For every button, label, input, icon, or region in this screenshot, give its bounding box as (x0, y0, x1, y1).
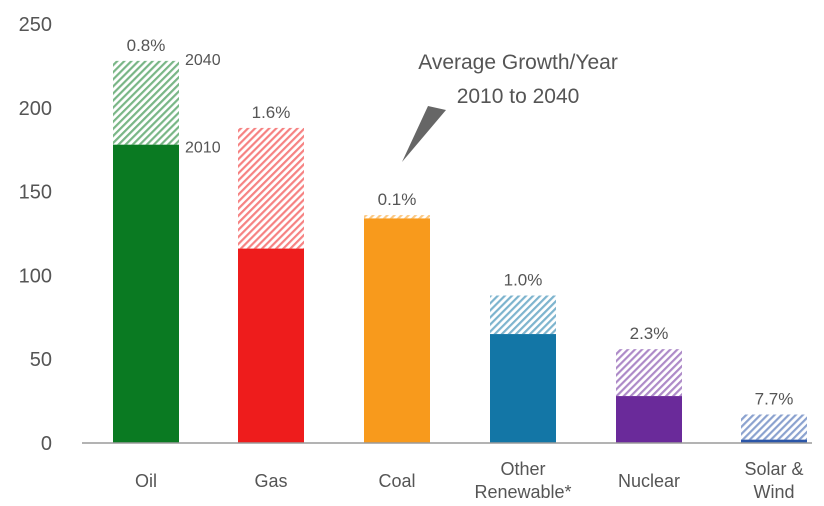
growth-rate-label: 1.6% (252, 103, 291, 122)
growth-callout: Average Growth/Year 2010 to 2040 (402, 51, 618, 162)
y-tick-label: 150 (19, 182, 52, 204)
bar-2040-growth (113, 60, 179, 145)
bar-2040-growth (364, 215, 430, 219)
y-tick-label: 0 (41, 433, 52, 455)
y-tick-label: 100 (19, 265, 52, 287)
category-label: Nuclear (618, 471, 680, 491)
category-label: Solar & (744, 459, 803, 479)
growth-rate-label: 0.8% (127, 36, 166, 55)
growth-rate-label: 1.0% (504, 271, 543, 290)
bar-2010 (741, 439, 807, 443)
callout-text: Average Growth/Year (418, 51, 618, 74)
bar-2040-growth (616, 349, 682, 397)
growth-rate-label: 7.7% (755, 390, 794, 409)
category-label: Gas (254, 471, 287, 491)
labels: 0.8% Oil 1.6% Gas 0.1% Coal 1.0% Other Renewable… (127, 36, 804, 502)
category-label: Renewable* (474, 482, 571, 502)
bar-2040-growth (238, 127, 304, 249)
y-tick-label: 50 (30, 349, 52, 371)
marker-label-2040: 2040 (185, 52, 221, 69)
category-label: Other (500, 459, 545, 479)
bar-2010 (616, 396, 682, 443)
y-axis: 0 50 100 150 200 250 (19, 14, 52, 455)
category-label: Oil (135, 471, 157, 491)
growth-rate-label: 2.3% (630, 324, 669, 343)
category-label: Wind (753, 482, 794, 502)
y-tick-label: 250 (19, 14, 52, 36)
callout-text: 2010 to 2040 (457, 85, 580, 108)
bar-2010 (490, 334, 556, 443)
marker-label-2010: 2010 (185, 140, 221, 157)
bar-2010 (113, 144, 179, 443)
bar-2010 (364, 218, 430, 443)
bar-2010 (238, 248, 304, 443)
bar-2040-growth (490, 295, 556, 335)
growth-rate-label: 0.1% (378, 190, 417, 209)
bars (113, 60, 807, 443)
y-tick-label: 200 (19, 98, 52, 120)
category-label: Coal (378, 471, 415, 491)
bar-2040-growth (741, 414, 807, 440)
callout-pointer (402, 106, 446, 162)
